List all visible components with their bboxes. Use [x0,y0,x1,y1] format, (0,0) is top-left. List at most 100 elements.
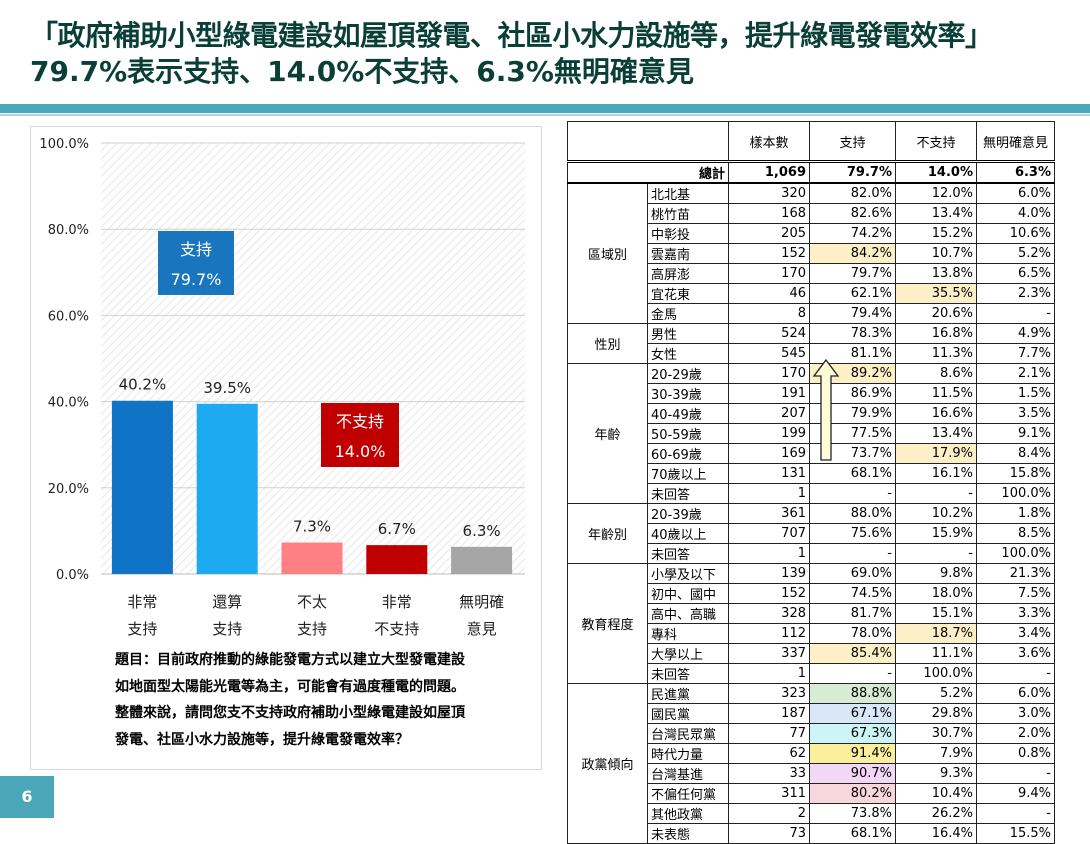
row-label: 北北基 [647,182,729,204]
row-label: 台灣民眾黨 [647,723,729,744]
table-cell: 10.4% [895,783,977,804]
table-cell: - [976,663,1055,684]
table-cell: 9.1% [976,423,1055,444]
question-line-3: 整體來說，請問您支不支持政府補助小型綠電建設如屋頂 [115,705,465,721]
table-cell: 26.2% [895,803,977,824]
table-cell: 15.9% [895,523,977,544]
table-cell: 139 [728,563,810,584]
row-label: 女性 [647,343,729,364]
table-cell: 82.0% [809,182,896,204]
table-cell: 3.5% [976,403,1055,424]
table-cell: 82.6% [809,203,896,224]
table-cell: 15.1% [895,603,977,624]
table-cell: 74.5% [809,583,896,604]
table-cell: 62.1% [809,283,896,304]
table-row: 女性 545 81.1% 11.3% 7.7% [568,343,1055,364]
table-cell: 8.5% [976,523,1055,544]
table-row: 國民黨 187 67.1% 29.8% 3.0% [568,703,1055,724]
table-cell: 361 [728,503,810,524]
table-cell: 9.3% [895,763,977,784]
row-label: 雲嘉南 [647,243,729,264]
row-label: 未回答 [647,543,729,564]
table-cell: 4.0% [976,203,1055,224]
total-value: 79.7% [809,160,896,184]
table-row: 政黨傾向 民進黨 323 88.8% 5.2% 6.0% [567,683,1055,844]
table-cell: 67.1% [809,703,896,724]
table-cell: 62 [728,743,810,764]
table-cell: - [809,483,896,504]
question-line-2: 如地面型太陽能光電等為主，可能會有過度種電的問題。 [115,678,465,695]
table-row: 區域別 北北基 320 82.0% 12.0% 6.0% [567,182,1055,324]
table-cell: 205 [728,223,810,244]
table-cell: 2.3% [976,283,1055,304]
table-row: 金馬 8 79.4% 20.6% - [568,303,1055,324]
y-tick-label: 60.0% [48,309,89,324]
table-cell: 707 [728,523,810,544]
table-cell: 11.3% [895,343,977,364]
row-label: 高中、高職 [647,603,729,624]
row-label: 20-29歲 [647,363,729,384]
table-cell: 13.4% [895,203,977,224]
table-cell: 6.0% [976,182,1055,204]
table-cell: 112 [728,623,810,644]
x-tick-label: 非常 [382,593,412,611]
table-cell: 168 [728,203,810,224]
bar [196,403,258,574]
total-value: 1,069 [728,160,810,184]
row-label: 民進黨 [647,683,729,704]
table-cell: 187 [728,703,810,724]
row-label: 未回答 [647,663,729,684]
table-cell: 1.5% [976,383,1055,404]
page-title: 「政府補助小型綠電建設如屋頂發電、社區小水力設施等，提升綠電發電效率」 79.7… [30,18,1080,90]
row-label: 大學以上 [647,643,729,664]
table-cell: 91.4% [809,743,896,764]
table-cell: 311 [728,783,810,804]
table-cell: 8.6% [895,363,977,384]
x-tick-label: 還算 [212,593,242,611]
table-row: 台灣基進 33 90.7% 9.3% - [568,763,1055,784]
table-cell: 152 [728,583,810,604]
row-label: 不偏任何黨 [647,783,729,804]
bar-value-label: 40.2% [119,376,167,394]
table-cell: 169 [728,443,810,464]
table-cell: 81.7% [809,603,896,624]
row-label: 國民黨 [647,703,729,724]
table-cell: 8.4% [976,443,1055,464]
table-cell: 35.5% [895,283,977,304]
bar [366,545,428,574]
page-number: 6 [0,776,54,818]
table-cell: 1 [728,483,810,504]
table-cell: 79.4% [809,303,896,324]
x-tick-label: 不太 [297,593,327,611]
table-cell: 15.8% [976,463,1055,484]
row-label: 其他政黨 [647,803,729,824]
table-cell: 29.8% [895,703,977,724]
crosstab-table: 樣本數 支持 不支持 無明確意見 總計 1,069 79.7% 14.0% 6.3% 區域… [567,121,1055,844]
x-tick-label: 支持 [212,620,242,638]
table-cell: 10.6% [976,223,1055,244]
table-cell: - [895,483,977,504]
table-cell: 74.2% [809,223,896,244]
row-label: 宜花東 [647,283,729,304]
table-header-cell: 樣本數 [728,121,810,162]
table-row: 年齡別 20-39歲 361 88.0% 10.2% 1.8% [567,503,1055,564]
table-cell: 16.6% [895,403,977,424]
table-cell: 10.2% [895,503,977,524]
annotation-label: 支持 [180,240,212,259]
table-cell: - [809,663,896,684]
table-cell: 78.3% [809,323,896,344]
chart-panel: 0.0% 20.0% 40.0% 60.0% 80.0% 100.0% 40.2% 非常 支持 3… [30,126,542,770]
table-cell: 3.4% [976,623,1055,644]
table-cell: 12.0% [895,182,977,204]
table-cell: 73 [728,823,810,844]
question-line-1: 題目：目前政府推動的綠能發電方式以建立大型發電建設 [115,652,465,668]
table-cell: 8 [728,303,810,324]
table-cell: 170 [728,263,810,284]
table-cell: 2 [728,803,810,824]
x-tick-label: 非常 [127,593,157,611]
table-row: 桃竹苗 168 82.6% 13.4% 4.0% [568,203,1055,224]
table-cell: 4.9% [976,323,1055,344]
row-label: 時代力量 [647,743,729,764]
table-cell: 207 [728,403,810,424]
table-row-total: 總計 1,069 79.7% 14.0% 6.3% [567,160,1055,184]
